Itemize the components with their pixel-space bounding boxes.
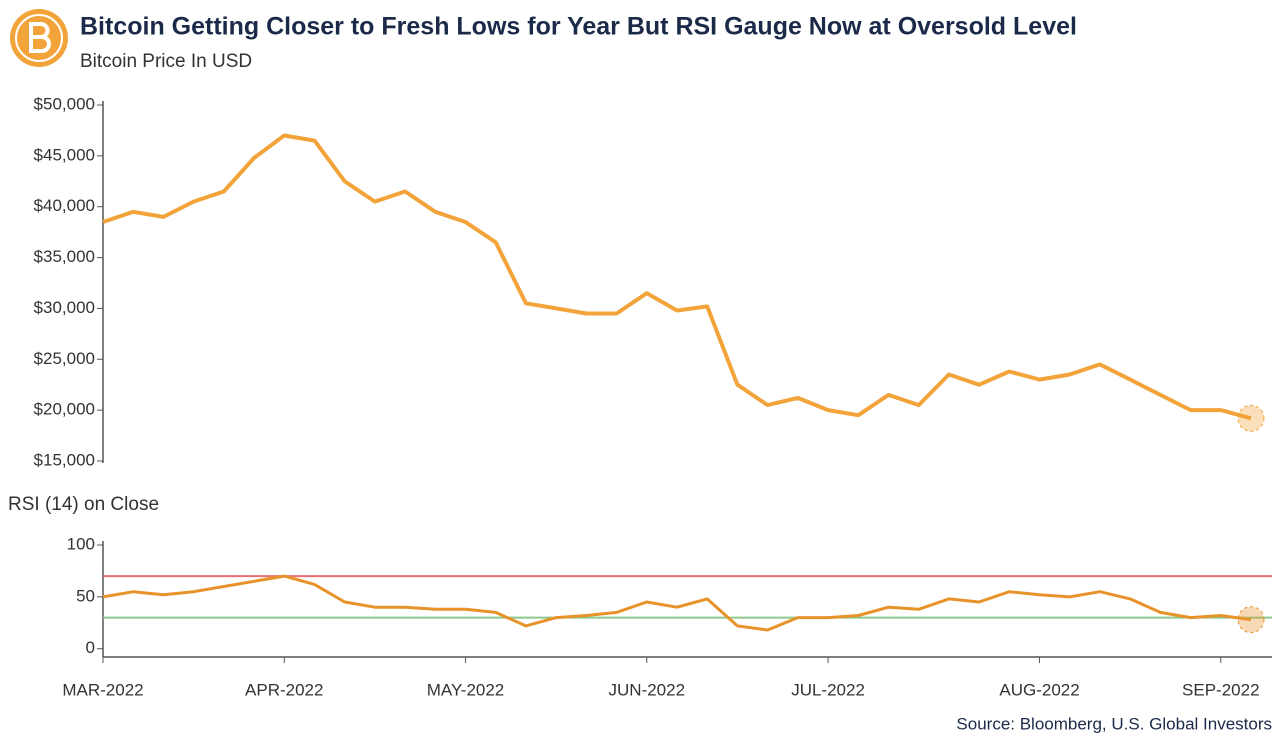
x-tick-label: SEP-2022 bbox=[1182, 680, 1260, 699]
x-tick-label: MAR-2022 bbox=[62, 680, 143, 699]
bitcoin-icon bbox=[10, 9, 68, 67]
chart-title: Bitcoin Getting Closer to Fresh Lows for… bbox=[80, 13, 1077, 41]
source: Source: Bloomberg, U.S. Global Investors bbox=[956, 714, 1272, 733]
x-tick-label: JUN-2022 bbox=[609, 680, 686, 699]
rsi-title: RSI (14) on Close bbox=[8, 494, 159, 515]
data-line bbox=[102, 133, 1252, 421]
x-tick-label: APR-2022 bbox=[245, 680, 323, 699]
chart-subtitle: Bitcoin Price In USD bbox=[80, 51, 252, 72]
y-tick-label: $20,000 bbox=[34, 400, 95, 419]
y-tick-label: $25,000 bbox=[34, 349, 95, 368]
highlight-circle bbox=[1237, 606, 1265, 634]
y-tick-label: $50,000 bbox=[34, 94, 95, 113]
y-tick-label: $40,000 bbox=[34, 196, 95, 215]
y-tick-label: $30,000 bbox=[34, 298, 95, 317]
y-tick-label: 0 bbox=[86, 638, 95, 657]
highlight-circle bbox=[1237, 404, 1265, 432]
x-tick-label: AUG-2022 bbox=[999, 680, 1079, 699]
y-tick-label: $15,000 bbox=[34, 450, 95, 469]
data-line bbox=[102, 574, 1252, 632]
y-tick-label: $35,000 bbox=[34, 247, 95, 266]
y-tick-label: $45,000 bbox=[34, 145, 95, 164]
x-tick-label: MAY-2022 bbox=[427, 680, 505, 699]
y-tick-label: 100 bbox=[67, 534, 95, 553]
x-tick-label: JUL-2022 bbox=[791, 680, 865, 699]
y-tick-label: 50 bbox=[76, 586, 95, 605]
